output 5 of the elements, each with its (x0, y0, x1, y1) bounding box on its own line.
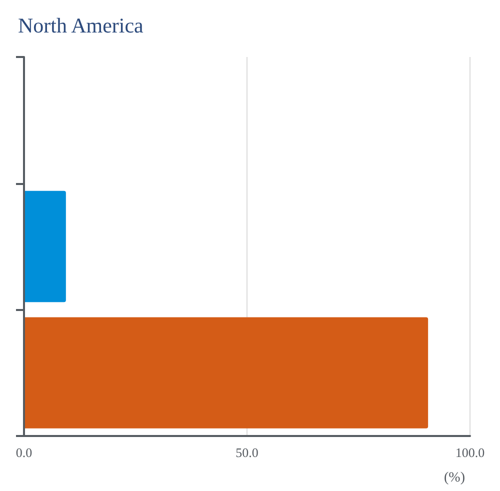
x-axis-title: (%) (444, 470, 466, 486)
chart-title: North America (18, 14, 144, 38)
x-tick-label: 50.0 (236, 445, 258, 460)
x-tick-label: 0.0 (16, 445, 32, 460)
x-tick-label: 100.0 (455, 445, 485, 460)
